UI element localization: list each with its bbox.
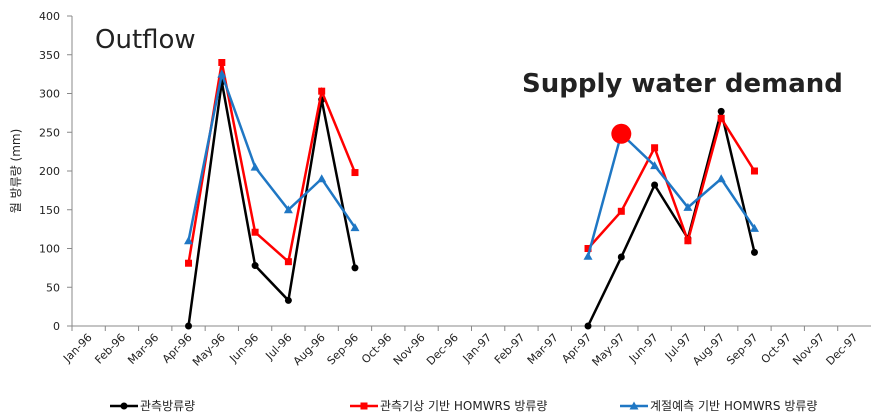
x-tick-label: Jun-96 (226, 331, 261, 366)
point (750, 167, 758, 175)
point (584, 322, 592, 330)
x-tick-label: Feb-97 (492, 331, 528, 367)
point (251, 228, 259, 236)
x-tick-label: Oct-97 (759, 331, 794, 366)
x-tick-label: Mar-97 (525, 331, 561, 367)
y-tick-label: 250 (39, 126, 60, 139)
point (629, 401, 639, 410)
y-tick-label: 50 (46, 281, 60, 294)
point (651, 181, 659, 189)
point (651, 144, 659, 152)
y-tick-label: 150 (39, 204, 60, 217)
y-tick-label: 350 (39, 49, 60, 62)
point (617, 253, 625, 261)
x-tick-label: Nov-96 (391, 331, 428, 368)
point (351, 169, 359, 177)
x-tick-label: May-97 (590, 331, 628, 369)
legend-label: 계절예측 기반 HOMWRS 방류량 (650, 399, 817, 413)
x-tick-label: Jan-96 (60, 331, 95, 366)
point (684, 237, 692, 245)
x-tick-label: Dec-97 (824, 331, 861, 368)
point (185, 322, 193, 330)
highlight-point (611, 123, 632, 144)
x-tick-label: Mar-96 (125, 331, 161, 367)
point (750, 248, 758, 256)
x-tick-label: Jun-97 (626, 331, 661, 366)
x-tick-label: Jul-97 (662, 331, 694, 363)
point (318, 87, 326, 95)
point (317, 174, 327, 183)
y-tick-label: 400 (39, 10, 60, 23)
point (683, 202, 693, 211)
x-tick-label: Jul-96 (263, 331, 295, 363)
annotation: Supply water demand (522, 69, 843, 99)
x-tick-label: Apr-97 (559, 331, 594, 366)
legend-label: 관측방류량 (140, 399, 195, 413)
point (120, 402, 128, 410)
point (350, 223, 360, 232)
point (717, 107, 725, 115)
point (218, 59, 226, 66)
y-tick-label: 200 (39, 165, 60, 178)
point (360, 402, 368, 410)
series-line (187, 81, 756, 327)
point (184, 236, 194, 245)
point (283, 205, 293, 214)
x-tick-label: Sep-96 (325, 331, 362, 368)
point (749, 223, 759, 232)
y-axis-label: 월 방류량 (mm) (9, 129, 23, 214)
point (351, 264, 359, 272)
legend-item: 계절예측 기반 HOMWRS 방류량 (620, 399, 817, 413)
x-tick-label: Dec-96 (424, 331, 461, 368)
point (717, 114, 725, 122)
x-tick-label: Apr-96 (160, 331, 195, 366)
y-tick-label: 300 (39, 88, 60, 101)
x-tick-label: Aug-97 (690, 331, 727, 368)
x-tick-label: Aug-96 (291, 331, 328, 368)
point (284, 258, 292, 266)
point (185, 259, 193, 267)
legend-label: 관측기상 기반 HOMWRS 방류량 (380, 399, 547, 413)
point (583, 251, 593, 260)
annotation: Outflow (95, 25, 196, 55)
x-tick-label: Nov-97 (790, 331, 827, 368)
point (584, 245, 592, 252)
point (617, 207, 625, 215)
point (650, 161, 660, 170)
point (716, 174, 726, 183)
x-tick-label: Feb-96 (92, 331, 128, 367)
point (251, 262, 259, 270)
point (250, 162, 260, 171)
x-tick-label: Sep-97 (724, 331, 761, 368)
point (217, 69, 227, 78)
series-line (187, 69, 756, 257)
y-tick-label: 0 (53, 320, 60, 333)
y-tick-label: 100 (39, 243, 60, 256)
x-tick-label: May-96 (190, 331, 228, 369)
legend-item: 관측기상 기반 HOMWRS 방류량 (350, 399, 547, 413)
x-tick-label: Oct-96 (359, 331, 394, 366)
x-tick-label: Jan-97 (460, 331, 495, 366)
point (284, 296, 292, 304)
